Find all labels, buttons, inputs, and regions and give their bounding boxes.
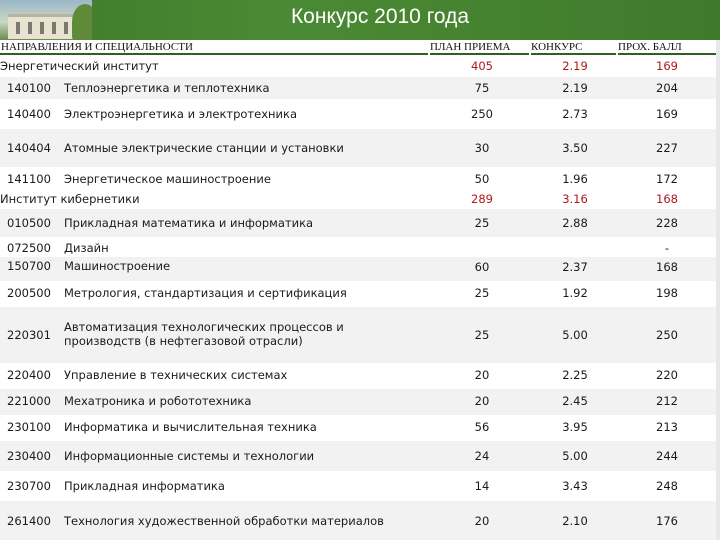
table-row: 220400 Управление в технических системах… bbox=[7, 368, 678, 382]
page-edge bbox=[716, 40, 720, 540]
table-row: 140400 Электроэнергетика и электротехник… bbox=[7, 107, 678, 121]
table-row: 220301 Автоматизация технологических про… bbox=[0, 307, 720, 363]
table-row: 010500 Прикладная математика и информати… bbox=[0, 209, 720, 237]
header-bar: Конкурс 2010 года bbox=[0, 0, 720, 40]
page-title: Конкурс 2010 года bbox=[290, 5, 470, 28]
table-row: 150700 Машиностроение 60 2.37 168 bbox=[0, 257, 720, 281]
table-row: 230700 Прикладная информатика 14 3.43 24… bbox=[7, 479, 678, 493]
table-row: 230400 Информационные системы и технолог… bbox=[0, 441, 720, 471]
col-plan: ПЛАН ПРИЕМА bbox=[430, 41, 511, 53]
col-direction: НАПРАВЛЕНИЯ И СПЕЦИАЛЬНОСТИ bbox=[1, 41, 193, 53]
column-headers: НАПРАВЛЕНИЯ И СПЕЦИАЛЬНОСТИ ПЛАН ПРИЕМА … bbox=[0, 40, 720, 55]
institute-row: Институт кибернетики 289 3.16 168 bbox=[0, 192, 678, 206]
table-row: 230100 Информатика и вычислительная техн… bbox=[7, 420, 678, 434]
building-photo bbox=[0, 0, 92, 40]
col-competition: КОНКУРС bbox=[531, 41, 583, 53]
table-row: 261400 Технология художественной обработ… bbox=[0, 501, 720, 540]
col-score: ПРОХ. БАЛЛ bbox=[618, 41, 682, 53]
table-row: 140100 Теплоэнергетика и теплотехника 75… bbox=[0, 77, 720, 99]
table-row: 072500 Дизайн - bbox=[7, 241, 670, 255]
table-row: 140404 Атомные электрические станции и у… bbox=[0, 129, 720, 167]
institute-row: Энергетический институт 405 2.19 169 bbox=[0, 59, 678, 73]
table-row: 221000 Мехатроника и робототехника 20 2.… bbox=[0, 389, 720, 415]
table-row: 141100 Энергетическое машиностроение 50 … bbox=[7, 172, 678, 186]
table-row: 200500 Метрология, стандартизация и серт… bbox=[7, 286, 678, 300]
admission-table: Энергетический институт 405 2.19 169 140… bbox=[0, 55, 720, 540]
